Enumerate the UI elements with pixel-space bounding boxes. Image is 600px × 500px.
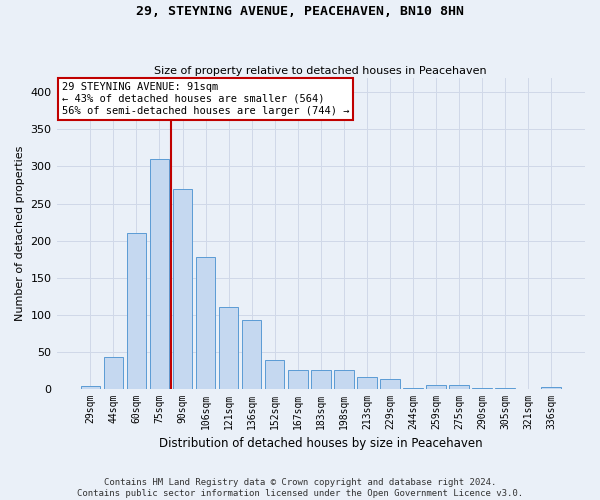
Bar [449,385,469,388]
Text: 29, STEYNING AVENUE, PEACEHAVEN, BN10 8HN: 29, STEYNING AVENUE, PEACEHAVEN, BN10 8H… [136,5,464,18]
Bar [380,379,400,388]
Bar [149,159,169,388]
Bar [104,358,123,388]
Title: Size of property relative to detached houses in Peacehaven: Size of property relative to detached ho… [154,66,487,76]
Text: Contains HM Land Registry data © Crown copyright and database right 2024.
Contai: Contains HM Land Registry data © Crown c… [77,478,523,498]
Bar [311,370,331,388]
Bar [265,360,284,388]
Y-axis label: Number of detached properties: Number of detached properties [15,146,25,321]
Bar [242,320,262,388]
Bar [196,257,215,388]
Bar [357,378,377,388]
Bar [288,370,308,388]
Bar [334,370,353,388]
Bar [541,387,561,388]
Bar [173,188,193,388]
Bar [127,233,146,388]
Text: 29 STEYNING AVENUE: 91sqm
← 43% of detached houses are smaller (564)
56% of semi: 29 STEYNING AVENUE: 91sqm ← 43% of detac… [62,82,349,116]
Bar [426,385,446,388]
Bar [80,386,100,388]
X-axis label: Distribution of detached houses by size in Peacehaven: Distribution of detached houses by size … [159,437,482,450]
Bar [219,307,238,388]
